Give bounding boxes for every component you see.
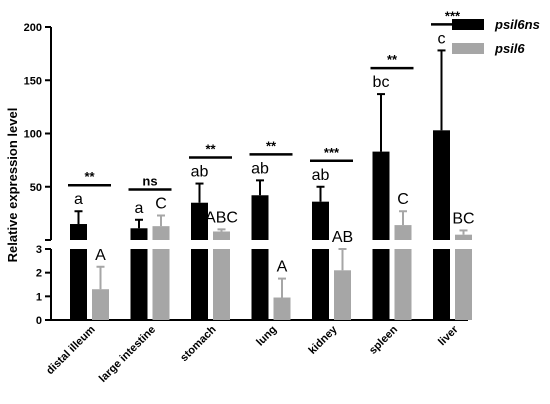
bar-psil6ns	[251, 195, 269, 320]
bar-break-gap	[371, 240, 391, 249]
bar-psil6ns	[433, 130, 450, 320]
significance-label: **	[387, 52, 398, 67]
bar-break-gap	[212, 240, 231, 249]
x-tick-label: spleen	[367, 323, 400, 356]
group-letter: ab	[191, 164, 209, 181]
bar-break-gap	[250, 240, 270, 249]
bar-break-gap	[69, 240, 88, 249]
group-letter: ABC	[205, 209, 238, 226]
group-letter: C	[155, 196, 167, 213]
bar-psil6ns	[372, 151, 390, 320]
x-tick-label: large intestine	[97, 324, 158, 385]
significance-label: **	[84, 169, 95, 184]
legend-label-psil6ns: psil6ns	[494, 17, 540, 32]
bar-break-gap	[432, 240, 451, 249]
bar-break-gap	[129, 240, 149, 249]
y-tick-label: 0	[36, 315, 42, 327]
x-tick-label: distal illeum	[44, 323, 98, 377]
legend-label-psil6: psil6	[494, 41, 525, 56]
bar-break-gap	[311, 240, 330, 249]
group-letter: ab	[251, 160, 269, 177]
significance-label: **	[266, 138, 277, 153]
bar-psil6	[273, 297, 291, 320]
bars	[69, 49, 473, 320]
legend-swatch-psil6	[452, 43, 484, 54]
y-tick-label: 100	[24, 129, 42, 141]
bar-psil6ns	[70, 224, 87, 320]
bar-psil6	[213, 231, 230, 320]
bar-psil6	[152, 226, 170, 320]
group-letter: BC	[452, 210, 474, 227]
bar-psil6ns	[312, 201, 329, 320]
legend: psil6ns psil6	[452, 17, 540, 56]
bar-psil6ns	[130, 228, 148, 320]
x-tick-label: stomach	[178, 323, 219, 364]
significance-label: **	[205, 142, 216, 157]
bar-break-gap	[393, 240, 413, 249]
group-letter: bc	[373, 74, 390, 91]
bar-break-gap	[454, 240, 473, 249]
group-letter: a	[135, 200, 144, 217]
group-letter: C	[397, 191, 409, 208]
bar-break-gap	[151, 240, 171, 249]
x-tick-label: kidney	[306, 323, 340, 357]
group-letter: A	[277, 259, 288, 276]
bar-psil6	[394, 225, 412, 320]
bar-break-gap	[190, 240, 209, 249]
bar-psil6	[334, 270, 351, 320]
group-letter: AB	[332, 229, 353, 246]
y-tick-label: 150	[24, 75, 42, 87]
significance-label: ***	[445, 8, 461, 23]
significance-label: ns	[142, 174, 157, 189]
group-letter: a	[74, 191, 83, 208]
bar-psil6ns	[191, 202, 208, 320]
y-tick-label: 2	[36, 268, 42, 280]
group-letter: c	[438, 30, 446, 47]
bar-psil6	[455, 234, 472, 320]
bar-psil6	[92, 289, 109, 320]
y-tick-label: 200	[24, 22, 42, 34]
x-tick-label: lung	[254, 324, 279, 349]
y-tick-label: 1	[36, 291, 42, 303]
y-tick-label: 3	[36, 244, 42, 256]
y-axis-label: Relative expression level	[5, 108, 20, 263]
x-tick-label: liver	[436, 323, 461, 348]
significance-label: ***	[324, 145, 340, 160]
y-tick-label: 50	[30, 182, 42, 194]
group-letter: ab	[312, 167, 330, 184]
group-letter: A	[95, 247, 106, 264]
